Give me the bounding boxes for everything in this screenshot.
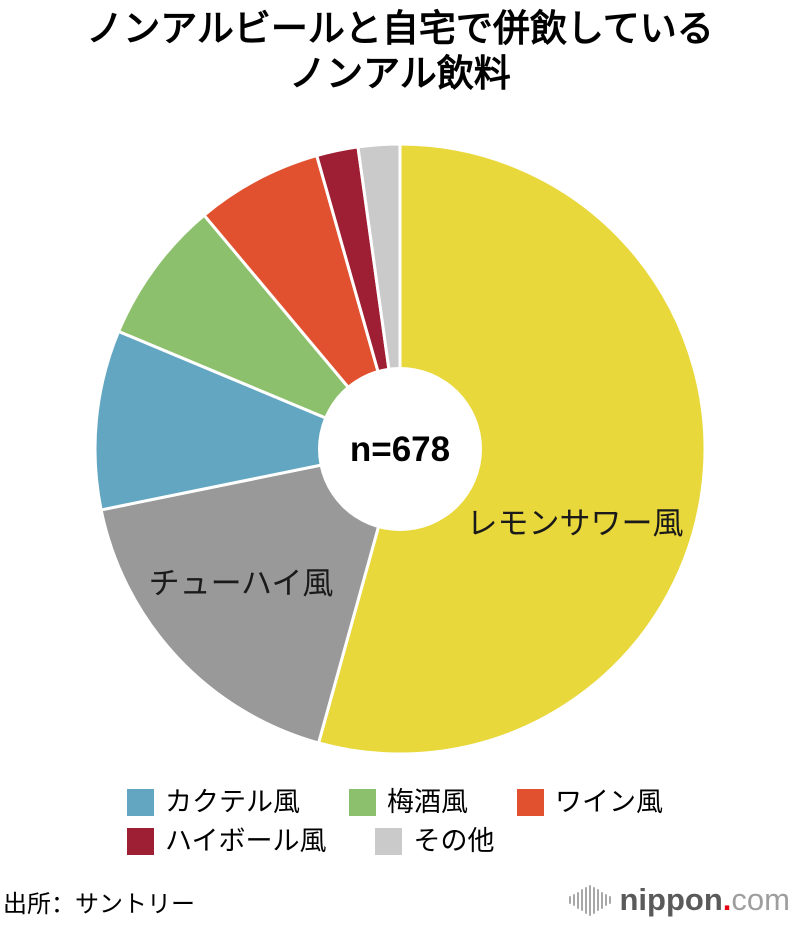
legend-label: 梅酒風 (387, 787, 468, 817)
logo-word-com: com (731, 882, 790, 917)
soundwave-bar (608, 896, 611, 904)
legend-label: その他 (413, 826, 495, 856)
soundwave-bar (576, 891, 579, 909)
soundwave-bar (592, 886, 595, 914)
legend-swatch (349, 788, 376, 816)
legend-swatch (375, 827, 403, 855)
nippon-com-wordmark: nippon.com (620, 882, 791, 918)
legend-item: ハイボール風 (127, 827, 326, 855)
slice-label-chuhai: チューハイ風 (149, 566, 334, 601)
soundwave-bars-icon (568, 882, 611, 918)
logo-word-nippon: nippon (619, 882, 723, 917)
soundwave-bar (580, 889, 583, 911)
legend-item: カクテル風 (127, 788, 300, 816)
chart-legend: カクテル風 梅酒風 ワイン風ハイボール風 その他 (127, 788, 727, 855)
source-note: 出所：サントリー (3, 891, 195, 918)
soundwave-bar (584, 886, 587, 914)
donut-hole (318, 367, 482, 531)
page-title: ノンアルビールと自宅で併飲している ノンアル飲料 (0, 6, 800, 96)
soundwave-bar (600, 891, 603, 909)
legend-swatch (127, 827, 154, 855)
soundwave-bar (568, 896, 571, 904)
donut-chart-container: n=678 レモンサワー風チューハイ風 (93, 142, 707, 756)
legend-label: カクテル風 (165, 787, 300, 817)
legend-label: ワイン風 (555, 787, 663, 817)
pie-slice-umeshu (117, 213, 402, 451)
center-label: n=678 (350, 430, 450, 469)
pie-slice-chuhai (99, 447, 402, 745)
logo-dot: . (722, 882, 732, 917)
pie-slice-lemon-sour (317, 142, 707, 756)
soundwave-bar (588, 884, 591, 916)
soundwave-bar (604, 894, 607, 906)
legend-swatch (517, 788, 544, 816)
legend-item: 梅酒風 (349, 788, 468, 816)
title-line-1: ノンアルビールと自宅で併飲している (86, 8, 714, 49)
legend-item: ワイン風 (517, 788, 663, 816)
slice-label-lemon-sour: レモンサワー風 (467, 506, 684, 541)
legend-label: ハイボール風 (165, 826, 327, 856)
pie-slice-cocktail (93, 329, 402, 512)
title-line-2: ノンアル飲料 (289, 53, 511, 94)
pie-slice-wine (202, 154, 402, 451)
nippon-com-logo: nippon.com (568, 882, 791, 918)
soundwave-bar (572, 894, 575, 906)
soundwave-bar (596, 889, 599, 911)
legend-item: その他 (375, 827, 494, 855)
legend-swatch (127, 788, 154, 816)
